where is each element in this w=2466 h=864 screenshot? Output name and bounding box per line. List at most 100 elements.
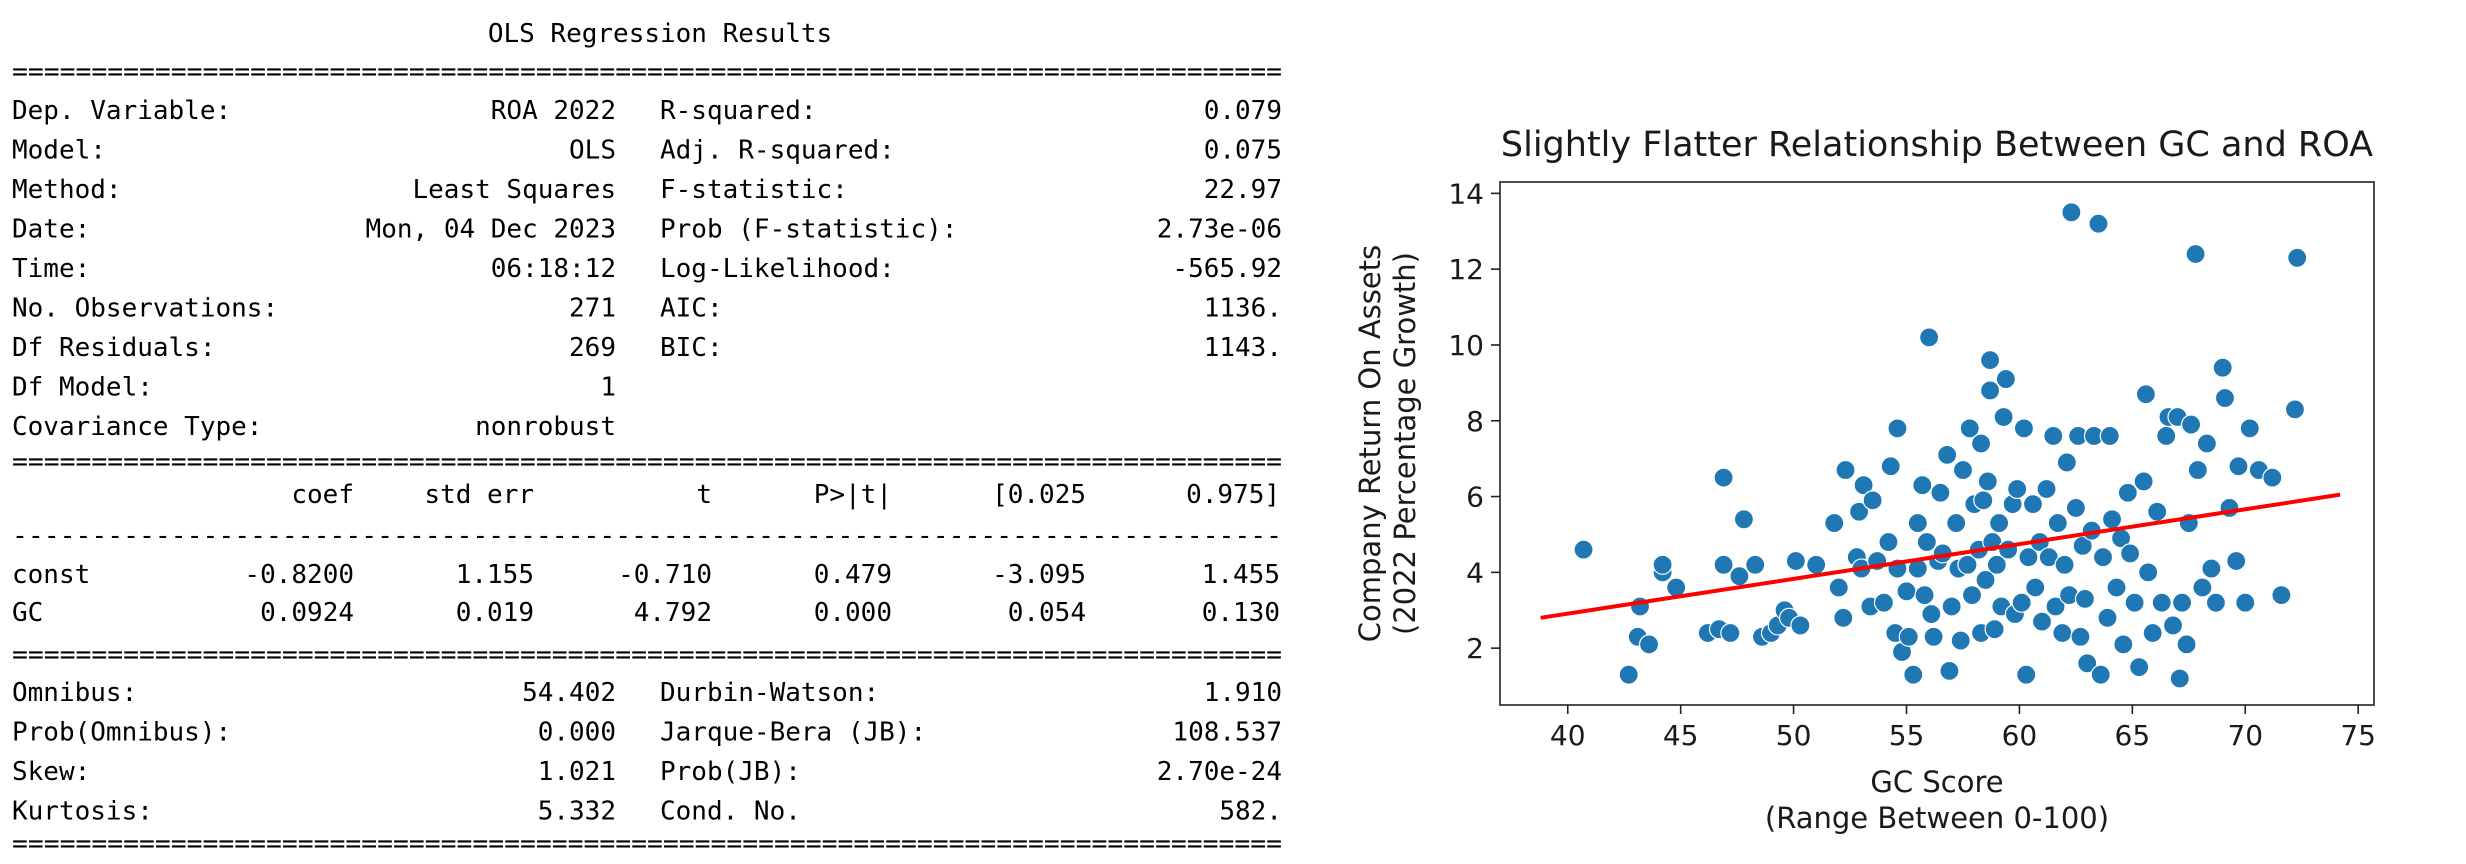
summary-value: Least Squares — [413, 175, 617, 205]
data-point — [2156, 425, 2177, 447]
x-tick-label: 60 — [2002, 719, 2038, 752]
scatter-chart: Slightly Flatter Relationship Between GC… — [1353, 125, 2376, 835]
data-point — [2065, 497, 2086, 519]
data-point — [2142, 622, 2163, 644]
data-point — [2106, 577, 2127, 598]
data-point — [2018, 547, 2039, 568]
data-point — [2045, 596, 2066, 617]
data-point — [1930, 482, 1951, 503]
x-axis-label-sub: (Range Between 0-100) — [1765, 801, 2109, 835]
data-point — [1970, 433, 1992, 454]
data-point — [2097, 607, 2118, 628]
data-point — [2171, 592, 2193, 613]
plot-frame — [1499, 181, 2375, 706]
data-point — [1720, 622, 1741, 644]
data-point — [2192, 577, 2213, 598]
summary-value: 06:18:12 — [491, 254, 616, 284]
y-tick-label: 6 — [1466, 481, 1484, 514]
summary-value: OLS — [569, 136, 616, 166]
data-point — [1975, 569, 1996, 591]
data-point — [1896, 581, 1917, 602]
y-tick-label: 10 — [1448, 329, 1484, 362]
data-point — [1835, 459, 1856, 481]
diag-value: 582. — [1219, 797, 1282, 827]
data-point — [2124, 592, 2145, 613]
data-point — [2147, 501, 2168, 522]
summary-label: No. Observations: — [12, 294, 278, 324]
data-point — [1790, 615, 1811, 636]
data-point — [2185, 243, 2206, 265]
data-point — [1824, 512, 1845, 534]
data-point — [2201, 558, 2222, 579]
diag-label: Durbin-Watson: — [660, 678, 879, 708]
diag-label: Prob(Omnibus): — [12, 718, 231, 748]
coef-cell: 0.479 — [814, 560, 892, 590]
y-axis-label-sub: (2022 Percentage Growth) — [1388, 252, 1422, 635]
data-point — [1912, 475, 1933, 496]
data-point — [2196, 433, 2217, 454]
diag-value: 2.70e-24 — [1157, 757, 1282, 787]
data-point — [2061, 202, 2082, 223]
data-point — [2022, 494, 2044, 515]
data-point — [1979, 380, 2001, 401]
data-point — [2226, 550, 2247, 572]
regression-line — [1540, 492, 2341, 620]
data-point — [1995, 368, 2016, 390]
summary-value: nonrobust — [475, 412, 616, 442]
data-point — [2074, 588, 2096, 609]
ols-title: OLS Regression Results — [488, 19, 832, 49]
data-point — [2205, 592, 2227, 613]
coef-cell: 0.0924 — [260, 598, 354, 628]
coef-header: P>|t| — [814, 480, 892, 510]
y-tick-label: 8 — [1466, 405, 1484, 438]
data-point — [2007, 478, 2028, 500]
data-point — [1989, 512, 2010, 534]
data-point — [1973, 490, 1994, 511]
summary-value: 1 — [600, 373, 616, 403]
y-tick-label: 4 — [1466, 556, 1484, 589]
data-point — [2235, 592, 2256, 613]
summary-label: Model: — [12, 136, 106, 166]
summary-label: Prob (F-statistic): — [660, 215, 957, 245]
data-point — [1862, 490, 1883, 511]
summary-value: -565.92 — [1172, 254, 1282, 284]
summary-label: Dep. Variable: — [12, 96, 231, 126]
data-point — [2117, 482, 2138, 503]
data-point — [2129, 657, 2150, 678]
data-point — [1984, 619, 2005, 640]
data-point — [2011, 592, 2032, 613]
data-point — [1916, 531, 1937, 553]
data-point — [2287, 247, 2308, 268]
data-point — [1937, 444, 1958, 465]
coef-cell: -0.710 — [618, 560, 712, 590]
diag-value: 1.910 — [1204, 678, 1282, 708]
coef-cell: 0.054 — [1008, 598, 1086, 628]
double-rule: ========================================… — [12, 829, 1282, 859]
coef-cell: 0.000 — [814, 598, 892, 628]
data-point — [2016, 664, 2037, 685]
double-rule: ========================================… — [12, 447, 1282, 477]
data-point — [2077, 653, 2098, 674]
data-point — [1652, 554, 1673, 575]
summary-label: Covariance Type: — [12, 412, 262, 442]
x-tick-label: 70 — [2227, 719, 2263, 752]
x-tick-label: 40 — [1550, 719, 1586, 752]
data-point — [1923, 626, 1944, 647]
data-point — [2099, 425, 2120, 447]
chart-title: Slightly Flatter Relationship Between GC… — [1501, 125, 2373, 165]
summary-value: 0.075 — [1204, 136, 1282, 166]
data-point — [2176, 634, 2197, 655]
coef-header: coef — [291, 480, 354, 510]
data-point — [2031, 611, 2053, 632]
data-point — [1914, 584, 1935, 606]
diag-value: 1.021 — [538, 757, 616, 787]
data-point — [1618, 664, 1639, 685]
summary-label: BIC: — [660, 333, 723, 363]
data-point — [2070, 626, 2091, 647]
single-rule: ----------------------------------------… — [12, 521, 1282, 551]
data-point — [2151, 592, 2172, 613]
data-point — [2187, 459, 2208, 481]
data-point — [1848, 501, 1870, 522]
data-point — [1853, 475, 1874, 496]
data-point — [2013, 418, 2035, 439]
